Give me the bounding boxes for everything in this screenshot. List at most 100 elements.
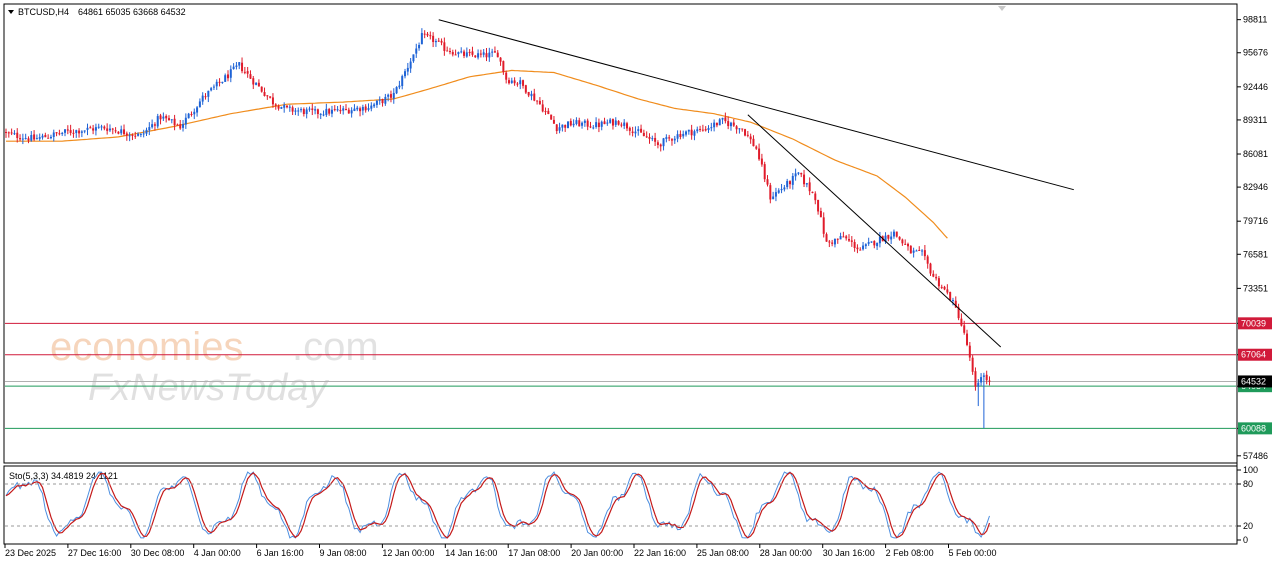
candle — [184, 113, 187, 129]
candle — [496, 50, 499, 58]
candle — [94, 123, 97, 136]
candle — [426, 31, 429, 37]
candle — [224, 73, 227, 82]
candle — [937, 276, 940, 290]
candle — [392, 88, 395, 104]
candle — [5, 128, 7, 138]
candle — [409, 57, 412, 73]
upper-trendline[interactable] — [438, 19, 1074, 191]
candle — [932, 270, 935, 278]
candle — [415, 43, 418, 58]
x-tick-label: 27 Dec 16:00 — [68, 548, 122, 558]
candle — [642, 129, 645, 137]
candle — [47, 134, 50, 139]
level-tag-text: 67064 — [1241, 350, 1266, 360]
candle — [319, 113, 322, 120]
y-tick-label: 57486 — [1243, 451, 1268, 461]
candle — [451, 49, 454, 57]
candle — [38, 133, 41, 141]
watermark-secondary: FxNewsToday — [88, 367, 329, 409]
symbol-label: BTCUSD,H4 — [18, 7, 69, 17]
candle — [755, 145, 758, 150]
candle — [384, 93, 387, 106]
candle — [561, 124, 564, 132]
trendlines[interactable] — [438, 19, 1074, 348]
candle — [704, 126, 707, 132]
candle — [825, 232, 828, 242]
candle — [901, 238, 904, 246]
candle — [41, 133, 44, 140]
dropdown-triangle-icon[interactable] — [8, 10, 14, 14]
candle — [600, 120, 603, 131]
candle — [766, 175, 769, 187]
stochastic-pane[interactable] — [3, 465, 1238, 545]
candle — [797, 172, 800, 176]
watermark-brand: economies — [50, 325, 243, 369]
candle — [131, 133, 134, 141]
candle — [752, 135, 755, 147]
candle — [401, 74, 404, 90]
candle — [148, 122, 151, 136]
candle — [336, 106, 339, 112]
x-tick-label: 17 Jan 08:00 — [508, 548, 560, 558]
candle — [193, 108, 196, 120]
candle — [30, 131, 33, 142]
candle — [707, 125, 710, 134]
candle — [982, 372, 985, 429]
candle — [314, 106, 317, 115]
candle — [10, 128, 13, 136]
candle — [120, 125, 123, 136]
watermark: economies .com FxNewsToday — [50, 325, 379, 409]
candle — [544, 107, 547, 115]
candle — [493, 46, 496, 53]
candle — [13, 130, 16, 136]
lower-trendline[interactable] — [747, 114, 1002, 348]
candle — [676, 130, 679, 143]
candle — [929, 262, 932, 276]
candle — [985, 370, 988, 385]
candle — [699, 125, 702, 132]
candle — [103, 125, 106, 131]
candle — [845, 234, 848, 241]
candle — [760, 153, 763, 167]
candle — [592, 125, 595, 130]
candle — [651, 135, 654, 142]
candle — [78, 128, 81, 138]
candle — [634, 126, 637, 138]
candle — [423, 30, 426, 39]
candle — [7, 131, 10, 138]
candle — [437, 37, 440, 42]
candle — [198, 98, 201, 108]
candle — [66, 125, 69, 135]
candle — [16, 128, 19, 143]
scroll-marker-icon[interactable] — [998, 6, 1006, 11]
candle — [887, 234, 890, 242]
candle — [963, 320, 966, 335]
candle — [111, 127, 114, 135]
candle — [783, 184, 786, 192]
candle — [108, 124, 111, 133]
candle — [212, 84, 215, 90]
x-tick-label: 6 Jan 16:00 — [257, 548, 304, 558]
candle — [831, 239, 834, 247]
candle — [859, 247, 862, 251]
candle — [359, 106, 362, 117]
candle — [805, 182, 808, 188]
candle — [92, 124, 95, 135]
candle — [114, 127, 117, 134]
stoch-tick-label: 20 — [1243, 521, 1253, 531]
candle — [656, 140, 659, 149]
candle — [252, 75, 255, 90]
candle — [218, 78, 221, 87]
candle — [912, 247, 915, 258]
candle — [637, 126, 640, 136]
candle — [429, 31, 432, 40]
candle — [52, 129, 55, 142]
candle — [491, 48, 494, 57]
candle — [465, 47, 468, 58]
candle — [645, 131, 648, 138]
candle — [516, 82, 519, 87]
candle — [586, 118, 589, 131]
candle — [204, 93, 207, 100]
